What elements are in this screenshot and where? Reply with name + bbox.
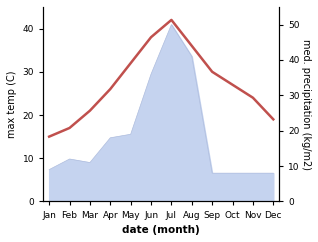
Y-axis label: med. precipitation (kg/m2): med. precipitation (kg/m2) <box>301 39 311 170</box>
Y-axis label: max temp (C): max temp (C) <box>7 70 17 138</box>
X-axis label: date (month): date (month) <box>122 225 200 235</box>
